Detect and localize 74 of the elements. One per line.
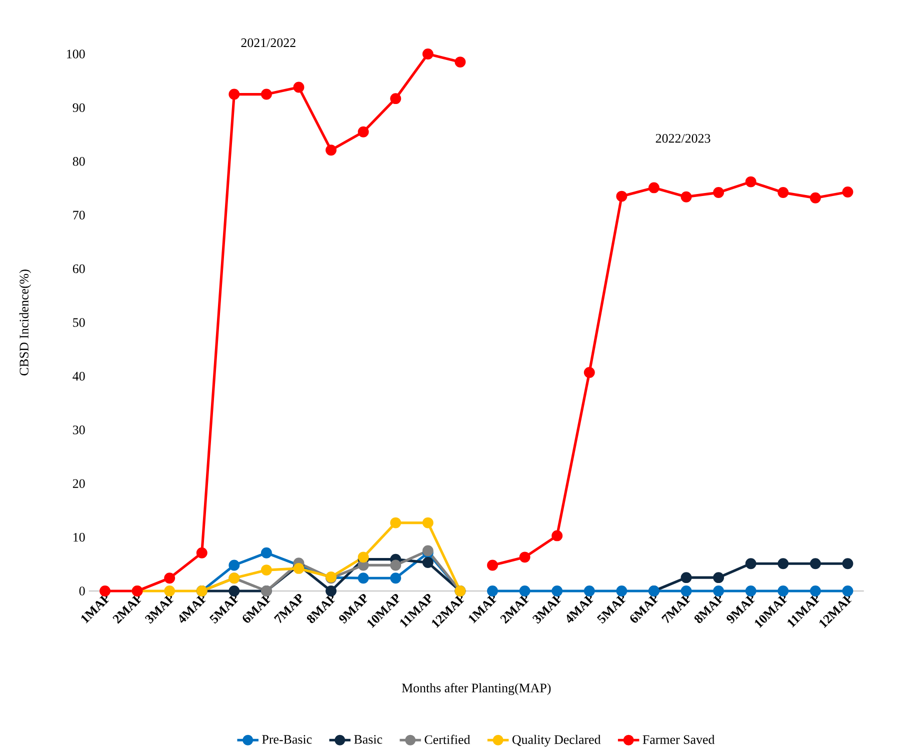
legend-label: Farmer Saved bbox=[642, 734, 715, 744]
point bbox=[164, 572, 176, 584]
text: 2021/2022 bbox=[241, 38, 296, 48]
point bbox=[326, 144, 337, 156]
point bbox=[358, 560, 369, 571]
point bbox=[680, 572, 692, 584]
point bbox=[454, 56, 466, 68]
point bbox=[487, 560, 498, 571]
point bbox=[778, 558, 789, 570]
point bbox=[390, 93, 402, 104]
legend-label: Quality Declared bbox=[512, 734, 601, 747]
point bbox=[745, 176, 756, 188]
point bbox=[713, 187, 724, 198]
point bbox=[422, 557, 434, 568]
y-tick-label: 60 bbox=[72, 264, 85, 274]
point bbox=[713, 586, 724, 596]
point bbox=[164, 586, 176, 596]
point bbox=[228, 560, 240, 571]
point bbox=[358, 126, 369, 138]
point bbox=[778, 586, 789, 596]
point bbox=[422, 48, 434, 60]
point bbox=[810, 558, 821, 570]
legend-label: Certified bbox=[424, 734, 470, 744]
point bbox=[293, 562, 304, 574]
y-tick-label: 80 bbox=[72, 157, 85, 166]
y-tick-label: 10 bbox=[74, 532, 85, 542]
legend-label: Basic bbox=[354, 735, 382, 744]
point bbox=[552, 586, 563, 596]
point bbox=[326, 586, 337, 596]
annotation: 2022/2023 bbox=[656, 134, 710, 143]
point bbox=[519, 586, 530, 596]
point bbox=[390, 517, 402, 528]
point bbox=[745, 558, 756, 570]
point bbox=[519, 552, 530, 563]
y-tick-label: 100 bbox=[67, 50, 85, 58]
point bbox=[390, 572, 402, 584]
point bbox=[810, 586, 821, 596]
point bbox=[778, 187, 789, 198]
y-tick-label: 0 bbox=[79, 586, 85, 596]
point bbox=[842, 186, 854, 198]
point bbox=[196, 547, 208, 558]
point bbox=[293, 82, 304, 93]
point bbox=[228, 586, 240, 596]
point bbox=[260, 564, 272, 576]
y-tick-label: 20 bbox=[72, 479, 85, 488]
point bbox=[487, 586, 498, 596]
point bbox=[616, 586, 628, 596]
point bbox=[390, 560, 402, 571]
point bbox=[713, 572, 724, 584]
y-tick-label: 40 bbox=[72, 372, 85, 381]
y-axis-title: CBSD Incidence(%) bbox=[19, 270, 32, 376]
point bbox=[810, 192, 821, 204]
point bbox=[228, 88, 240, 100]
y-tick-label: 70 bbox=[73, 210, 85, 220]
point bbox=[584, 586, 595, 596]
point bbox=[260, 88, 272, 100]
point bbox=[842, 558, 854, 570]
y-tick-label: 30 bbox=[73, 426, 85, 434]
point bbox=[260, 547, 272, 558]
point bbox=[422, 517, 434, 528]
point bbox=[745, 586, 756, 596]
point bbox=[842, 586, 854, 596]
y-tick-label: 50 bbox=[73, 318, 85, 327]
point bbox=[100, 586, 110, 596]
legend-label: Pre-Basic bbox=[262, 735, 312, 744]
point bbox=[584, 366, 595, 378]
point bbox=[616, 190, 628, 202]
point bbox=[680, 586, 692, 596]
y-tick-label: 90 bbox=[72, 103, 85, 112]
point bbox=[648, 182, 660, 194]
x-axis-title: Months after Planting(MAP) bbox=[402, 683, 551, 696]
point bbox=[358, 572, 369, 584]
point bbox=[680, 191, 692, 202]
point bbox=[552, 530, 563, 542]
